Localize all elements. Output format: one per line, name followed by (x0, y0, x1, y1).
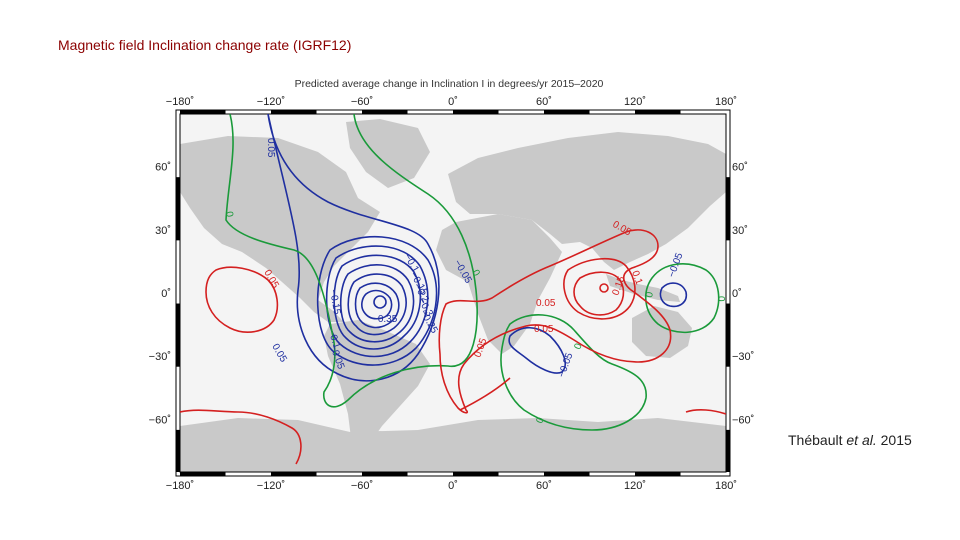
contour-neg-africa (508, 326, 566, 374)
frame-block (180, 110, 226, 114)
contour-label: 0.1 (327, 333, 342, 350)
contour-neg-8 (361, 289, 393, 320)
citation-etal: et al. (846, 432, 877, 448)
inclination-map-figure: Predicted average change in Inclination … (118, 74, 780, 506)
contour-zero-america (225, 114, 478, 408)
frame-block (453, 472, 499, 476)
contour-label: 0.1 (629, 269, 644, 286)
contour-neg-outer (267, 114, 440, 382)
frame-block (544, 110, 590, 114)
contour-pos-asia-2 (563, 257, 636, 320)
frame-block (271, 110, 317, 114)
frame-block (176, 177, 180, 241)
longitude-tick-label: 120˚ (624, 480, 646, 492)
frame-blocks (176, 110, 730, 476)
latitude-labels-left: 60˚ 30˚ 0˚ −30˚ −60˚ (149, 162, 171, 427)
longitude-labels-top: −180˚ −120˚ −60˚ 0˚ 60˚ 120˚ 180˚ (166, 96, 737, 108)
frame-block (635, 472, 681, 476)
south-america (324, 320, 430, 462)
longitude-tick-label: −60˚ (351, 480, 373, 492)
frame-block (362, 472, 408, 476)
australia (632, 306, 692, 358)
contour-label: 0.05 (534, 324, 554, 335)
contour-label: −0.35 (372, 314, 398, 325)
contour-pos-asia-outer (438, 229, 672, 414)
latitude-tick-label: 30˚ (155, 225, 171, 237)
citation-year: 2015 (876, 432, 912, 448)
frame-block (180, 472, 226, 476)
contour-label: −0.15 (327, 289, 342, 316)
longitude-tick-label: 60˚ (536, 480, 552, 492)
eurasia (448, 132, 726, 270)
contour-neg-2 (316, 235, 438, 366)
contour-neg-5 (339, 264, 415, 343)
frame-block (635, 110, 681, 114)
frame-block (176, 303, 180, 367)
longitude-tick-label: 180˚ (715, 96, 737, 108)
longitude-tick-label: −180˚ (166, 96, 194, 108)
latitude-tick-label: 30˚ (732, 225, 748, 237)
latitude-tick-label: −30˚ (149, 351, 171, 363)
contour-label: 0 (644, 291, 656, 299)
longitude-tick-label: 0˚ (448, 96, 458, 108)
contour-zero-indian (500, 314, 647, 431)
figure-title: Predicted average change in Inclination … (295, 78, 604, 90)
citation-author: Thébault (788, 432, 847, 448)
frame-block (271, 472, 317, 476)
contour-pos-pacific-west (205, 266, 279, 333)
longitude-tick-label: 0˚ (448, 480, 458, 492)
contour-label: 0.05 (265, 138, 276, 158)
contour-neg-pacific (659, 282, 688, 308)
contour-neg-4 (333, 254, 422, 350)
antarctica (180, 418, 726, 472)
longitude-tick-label: 60˚ (536, 96, 552, 108)
citation: Thébault et al. 2015 (788, 432, 912, 448)
contour-neg-center (373, 295, 387, 309)
contour-label: 0 (469, 268, 482, 279)
frame-block (176, 429, 180, 472)
latitude-tick-label: 0˚ (732, 288, 742, 300)
contour-label: 0 (572, 342, 584, 351)
latitude-tick-label: 60˚ (155, 162, 171, 174)
latitude-tick-label: 60˚ (732, 162, 748, 174)
frame-block (362, 110, 408, 114)
frame-block (726, 429, 730, 472)
contour-pos-antarctic-west (180, 409, 302, 465)
longitude-tick-label: −120˚ (257, 480, 285, 492)
longitude-tick-label: −180˚ (166, 480, 194, 492)
contour-pos-asia-3 (573, 271, 625, 316)
contour-label: 0.05 (536, 298, 556, 309)
inclination-map: Predicted average change in Inclination … (149, 78, 755, 492)
latitude-labels-right: 60˚ 30˚ 0˚ −30˚ −60˚ (732, 162, 754, 427)
slide-title: Magnetic field Inclination change rate (… (58, 37, 352, 53)
frame-block (726, 177, 730, 241)
contour-label: 0 (715, 296, 726, 302)
latitude-tick-label: −60˚ (149, 414, 171, 426)
longitude-labels-bottom: −180˚ −120˚ −60˚ 0˚ 60˚ 120˚ 180˚ (166, 480, 737, 492)
longitude-tick-label: 120˚ (624, 96, 646, 108)
contour-zero-pacific (645, 263, 720, 334)
longitude-tick-label: −120˚ (257, 96, 285, 108)
contour-neg-6 (347, 273, 407, 336)
greenland (346, 119, 430, 188)
frame-block (726, 303, 730, 367)
contour-label: 0 (534, 416, 546, 425)
contour-neg-7 (354, 282, 400, 329)
latitude-tick-label: −30˚ (732, 351, 754, 363)
frame-block (544, 472, 590, 476)
latitude-tick-label: −60˚ (732, 414, 754, 426)
contour-label: 0 (223, 211, 235, 219)
contour-pos-south-atlantic (459, 377, 511, 411)
contour-pos-antarctic-east (685, 409, 726, 415)
latitude-tick-label: 0˚ (161, 288, 171, 300)
contour-pos-center (599, 283, 609, 293)
contour-lines (180, 114, 726, 465)
longitude-tick-label: −60˚ (351, 96, 373, 108)
frame-block (453, 110, 499, 114)
longitude-tick-label: 180˚ (715, 480, 737, 492)
